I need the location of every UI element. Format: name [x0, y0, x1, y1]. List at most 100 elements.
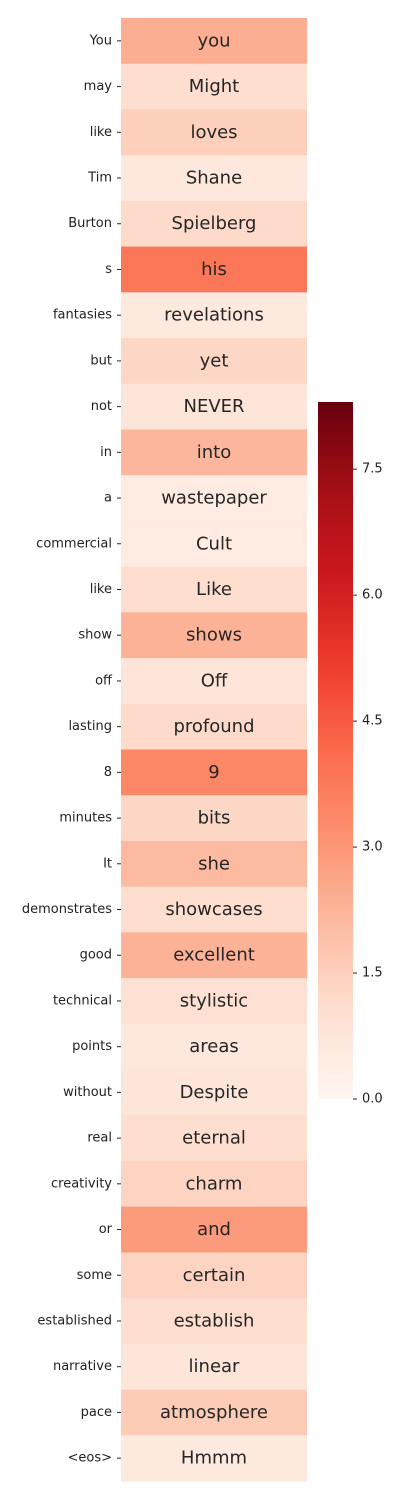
heatmap-cell: [121, 246, 307, 293]
colorbar-gradient: [318, 402, 353, 1099]
y-tick-label: but: [90, 353, 112, 368]
y-tick-label: s: [105, 262, 112, 277]
heatmap-cell: [121, 155, 307, 202]
cell-label: showcases: [165, 899, 262, 920]
heatmap-cell: [121, 978, 307, 1025]
cell-label: revelations: [164, 305, 264, 326]
y-tick-label: narrative: [53, 1359, 112, 1374]
cell-label: bits: [198, 808, 231, 829]
cell-label: Cult: [196, 533, 232, 554]
y-tick-label: demonstrates: [22, 902, 112, 917]
heatmap-cell: [121, 200, 307, 248]
heatmap-cell: [121, 1206, 307, 1253]
y-tick-label: minutes: [59, 811, 112, 826]
y-tick-label: lasting: [68, 719, 112, 734]
heatmap-cell: [121, 703, 307, 750]
heatmap-cell: [121, 566, 307, 613]
cell-label: areas: [189, 1036, 239, 1057]
cell-label: his: [201, 259, 227, 280]
cell-label: loves: [190, 122, 237, 143]
cell-label: profound: [173, 716, 254, 737]
y-tick-label: 8: [104, 765, 112, 780]
heatmap-rows: you You Might may loves like Shane Tim Spielberg…: [22, 18, 307, 1482]
cell-label: Spielberg: [172, 213, 257, 234]
y-tick-label: good: [80, 948, 112, 963]
cell-label: charm: [186, 1173, 243, 1194]
colorbar-tick-label: 4.5: [362, 714, 383, 729]
heatmap-cell: [121, 18, 307, 65]
cell-label: NEVER: [183, 396, 244, 417]
cell-label: you: [197, 30, 230, 51]
y-tick-label: You: [89, 33, 112, 48]
colorbar-tick-label: 6.0: [362, 588, 383, 603]
cell-label: she: [198, 853, 230, 874]
heatmap-cell: [121, 1023, 307, 1071]
y-tick-label: show: [78, 628, 112, 643]
cell-label: eternal: [182, 1128, 246, 1149]
y-tick-label: Tim: [87, 171, 112, 186]
y-tick-label: off: [95, 673, 113, 688]
y-tick-label: like: [90, 582, 112, 597]
heatmap-cell: [121, 429, 307, 476]
y-tick-label: Burton: [68, 216, 112, 231]
cell-label: linear: [189, 1356, 241, 1377]
cell-label: certain: [183, 1265, 246, 1286]
y-tick-label: in: [100, 445, 112, 460]
y-tick-label: or: [99, 1222, 113, 1237]
heatmap-cell: [121, 1252, 307, 1299]
colorbar: 0.0 1.5 3.0 4.5 6.0 7.5: [318, 402, 383, 1107]
cell-label: stylistic: [180, 990, 248, 1011]
cell-label: Despite: [180, 1082, 249, 1103]
cell-label: yet: [200, 350, 229, 371]
y-tick-label: It: [103, 856, 112, 871]
heatmap-cell: [121, 658, 307, 705]
y-tick-label: fantasies: [53, 308, 112, 323]
colorbar-tick-label: 0.0: [362, 1092, 383, 1107]
y-tick-label: creativity: [51, 1176, 112, 1191]
cell-label: into: [197, 442, 231, 463]
heatmap-cell: [121, 475, 307, 522]
y-tick-label: points: [72, 1039, 112, 1054]
heatmap-cell: [121, 520, 307, 568]
y-tick-label: commercial: [36, 536, 112, 551]
cell-label: excellent: [173, 945, 255, 966]
heatmap-cell: [121, 886, 307, 933]
y-tick-label: may: [84, 79, 113, 94]
heatmap-cell: [121, 109, 307, 156]
heatmap-cell: [121, 1160, 307, 1208]
y-tick-label: some: [77, 1268, 112, 1283]
cell-label: and: [197, 1219, 231, 1240]
cell-label: Shane: [186, 168, 242, 189]
y-tick-label: without: [63, 1085, 112, 1100]
heatmap-cell: [121, 932, 307, 979]
heatmap-cell: [121, 1298, 307, 1345]
cell-label: Off: [201, 670, 228, 691]
y-tick-label: pace: [81, 1405, 112, 1420]
cell-label: atmosphere: [160, 1402, 268, 1423]
y-tick-label: like: [90, 125, 112, 140]
heatmap-cell: [121, 1435, 307, 1482]
cell-label: wastepaper: [161, 488, 267, 509]
heatmap-cell: [121, 338, 307, 385]
y-tick-label: not: [91, 399, 112, 414]
heatmap-cell: [121, 1343, 307, 1391]
heatmap-cell: [121, 383, 307, 430]
colorbar-tick-label: 3.0: [362, 840, 383, 855]
heatmap-cell: [121, 749, 307, 796]
cell-label: establish: [174, 1310, 255, 1331]
cell-label: Hmmm: [181, 1448, 247, 1469]
cell-label: Like: [196, 579, 232, 600]
heatmap-cell: [121, 840, 307, 888]
y-tick-label: technical: [53, 993, 112, 1008]
y-tick-label: established: [37, 1313, 112, 1328]
colorbar-tick-label: 7.5: [362, 462, 383, 477]
heatmap-cell: [121, 1115, 307, 1162]
heatmap-cell: [121, 612, 307, 659]
heatmap-cell: [121, 1389, 307, 1436]
colorbar-tick-label: 1.5: [362, 966, 383, 981]
heatmap-cell: [121, 292, 307, 339]
heatmap-cell: [121, 1069, 307, 1116]
cell-label: shows: [186, 625, 242, 646]
cell-label: 9: [208, 762, 219, 783]
